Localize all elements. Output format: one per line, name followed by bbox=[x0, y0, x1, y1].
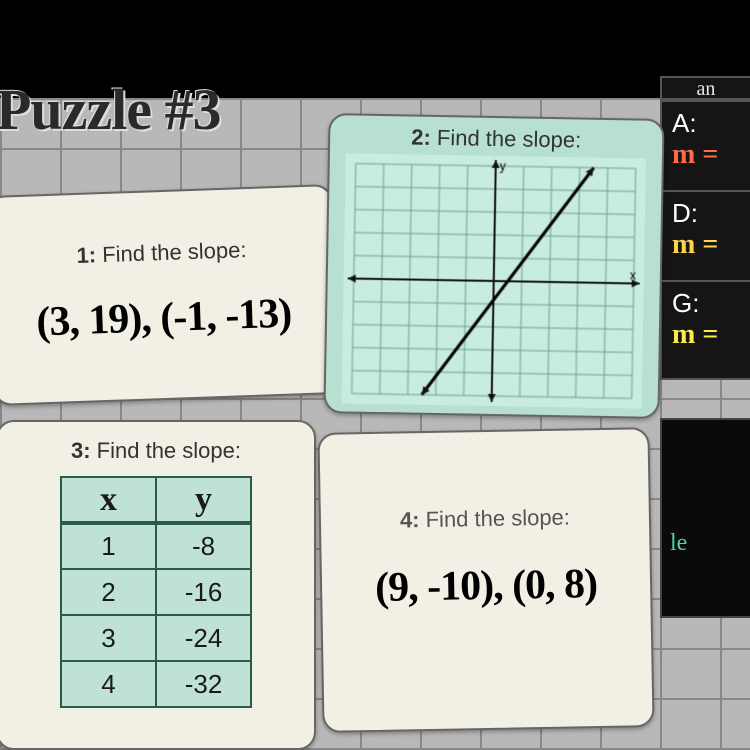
table-header-y: y bbox=[156, 477, 251, 523]
card-4[interactable]: 4: Find the slope: (9, -10), (0, 8) bbox=[317, 427, 654, 733]
lower-right-text: le bbox=[662, 530, 750, 557]
answer-cell-G: G: m = bbox=[662, 282, 750, 372]
table-row: 4-32 bbox=[61, 661, 251, 707]
table-cell: -32 bbox=[156, 661, 251, 707]
card-4-number: 4: bbox=[400, 507, 420, 532]
table-cell: -8 bbox=[156, 523, 251, 569]
table-row: 2-16 bbox=[61, 569, 251, 615]
answer-eq: m = bbox=[672, 229, 744, 261]
answer-letter: G: bbox=[672, 288, 744, 319]
answer-cell-D: D: m = bbox=[662, 192, 750, 282]
card-1-prompt: Find the slope: bbox=[96, 237, 247, 267]
card-2[interactable]: 2: Find the slope: bbox=[323, 113, 664, 419]
card-2-prompt: Find the slope: bbox=[431, 125, 582, 153]
table-row: 1-8 bbox=[61, 523, 251, 569]
table-cell: -16 bbox=[156, 569, 251, 615]
card-3-table: x y 1-8 2-16 3-24 4-32 bbox=[60, 476, 252, 708]
card-4-label: 4: Find the slope: bbox=[331, 503, 639, 534]
card-1[interactable]: 1: Find the slope: (3, 19), (-1, -13) bbox=[0, 184, 340, 406]
answer-letter: D: bbox=[672, 198, 744, 229]
table-header-row: x y bbox=[61, 477, 251, 523]
card-2-number: 2: bbox=[411, 125, 431, 150]
card-3[interactable]: 3: Find the slope: x y 1-8 2-16 3-24 4-3… bbox=[0, 420, 316, 750]
answers-header: an bbox=[660, 76, 750, 100]
table-header-x: x bbox=[61, 477, 156, 523]
card-3-prompt: Find the slope: bbox=[91, 438, 241, 463]
card-2-graph bbox=[342, 153, 646, 408]
answer-cell-A: A: m = bbox=[662, 102, 750, 192]
card-4-prompt: Find the slope: bbox=[419, 505, 570, 533]
card-1-number: 1: bbox=[76, 242, 96, 268]
puzzle-title: Puzzle #3 bbox=[0, 76, 221, 143]
card-1-points: (3, 19), (-1, -13) bbox=[2, 288, 325, 347]
table-cell: 2 bbox=[61, 569, 156, 615]
answer-eq: m = bbox=[672, 319, 744, 351]
card-1-label: 1: Find the slope: bbox=[0, 234, 323, 271]
card-4-points: (9, -10), (0, 8) bbox=[332, 559, 641, 612]
card-2-label: 2: Find the slope: bbox=[340, 123, 652, 154]
answers-panel: A: m = D: m = G: m = bbox=[660, 100, 750, 380]
card-3-label: 3: Find the slope: bbox=[8, 438, 304, 464]
answer-letter: A: bbox=[672, 108, 744, 139]
table-cell: 1 bbox=[61, 523, 156, 569]
table-row: 3-24 bbox=[61, 615, 251, 661]
table-cell: 4 bbox=[61, 661, 156, 707]
answer-eq: m = bbox=[672, 139, 744, 171]
card-3-number: 3: bbox=[71, 438, 91, 463]
table-cell: 3 bbox=[61, 615, 156, 661]
table-cell: -24 bbox=[156, 615, 251, 661]
lower-right-panel: le bbox=[660, 418, 750, 618]
